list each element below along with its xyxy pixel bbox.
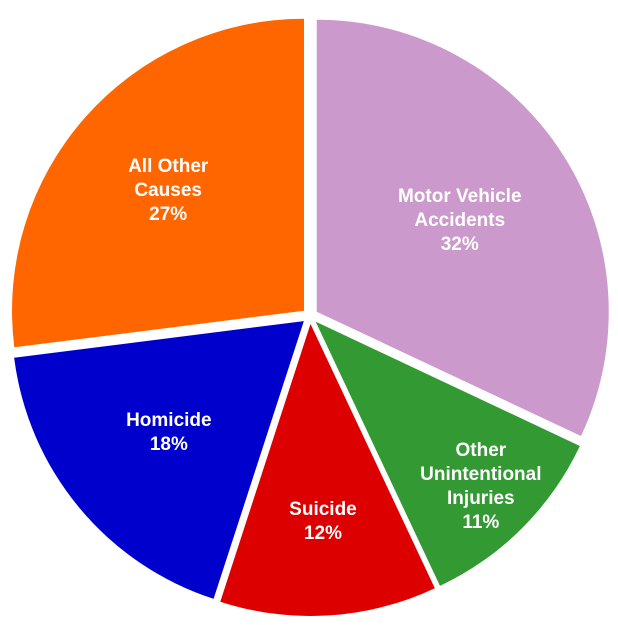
slice-label: Homicide 18% — [114, 409, 224, 457]
category-name: Other Unintentional Injuries — [420, 439, 542, 509]
category-name: All Other Causes — [128, 155, 209, 201]
pie-slice — [220, 323, 435, 616]
slice-label: Motor Vehicle Accidents 32% — [390, 185, 530, 257]
slice-label: Suicide 12% — [268, 498, 378, 546]
value-label: 18% — [149, 433, 188, 455]
pie-slice — [315, 321, 580, 586]
value-label: 32% — [440, 233, 479, 255]
slice-label: All Other Causes 27% — [118, 155, 218, 227]
value-label: 27% — [149, 203, 188, 225]
value-label: 11% — [462, 511, 500, 533]
slice-label: Other Unintentional Injuries 11% — [413, 439, 548, 535]
pie-slice — [14, 321, 304, 599]
category-name: Homicide — [126, 409, 212, 431]
category-name: Motor Vehicle Accidents — [397, 185, 522, 231]
pie-slice — [316, 19, 609, 437]
category-name: Suicide — [289, 499, 357, 521]
value-label: 12% — [303, 523, 342, 545]
pie-slice — [11, 18, 304, 348]
